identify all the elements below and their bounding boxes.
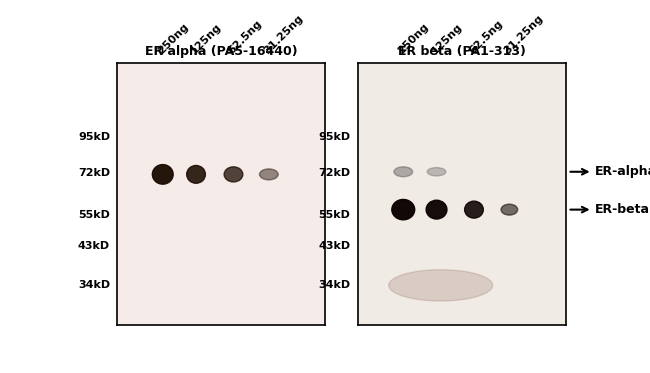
Text: 250ng: 250ng — [396, 22, 431, 56]
Text: 125ng: 125ng — [189, 22, 224, 56]
Text: 34kD: 34kD — [318, 280, 350, 290]
Text: 125ng: 125ng — [430, 22, 464, 56]
Text: 95kD: 95kD — [318, 132, 350, 141]
Ellipse shape — [224, 167, 243, 182]
Text: 55kD: 55kD — [78, 210, 110, 220]
Text: ER-alpha: ER-alpha — [595, 165, 650, 178]
Ellipse shape — [187, 166, 205, 183]
Text: 43kD: 43kD — [78, 241, 110, 251]
Ellipse shape — [394, 167, 413, 177]
Ellipse shape — [426, 200, 447, 219]
Ellipse shape — [259, 169, 278, 180]
Ellipse shape — [152, 164, 173, 184]
Text: 72kD: 72kD — [78, 168, 110, 178]
Title: ER beta (PA1-313): ER beta (PA1-313) — [398, 45, 525, 58]
Title: ER alpha (PA5-16440): ER alpha (PA5-16440) — [145, 45, 297, 58]
Text: 31.25ng: 31.25ng — [262, 13, 305, 56]
Text: ER-beta: ER-beta — [595, 203, 649, 216]
Text: 31.25ng: 31.25ng — [502, 13, 545, 56]
Text: 55kD: 55kD — [318, 210, 350, 220]
Ellipse shape — [501, 204, 517, 215]
Text: 43kD: 43kD — [318, 241, 350, 251]
Text: 250ng: 250ng — [156, 22, 190, 56]
Text: 72kD: 72kD — [318, 168, 350, 178]
Text: 62.5ng: 62.5ng — [226, 19, 264, 56]
Text: 62.5ng: 62.5ng — [467, 19, 504, 56]
Ellipse shape — [389, 270, 493, 301]
Text: 34kD: 34kD — [78, 280, 110, 290]
Ellipse shape — [427, 167, 446, 176]
Ellipse shape — [465, 201, 484, 218]
Ellipse shape — [392, 200, 415, 220]
Text: 95kD: 95kD — [78, 132, 110, 141]
